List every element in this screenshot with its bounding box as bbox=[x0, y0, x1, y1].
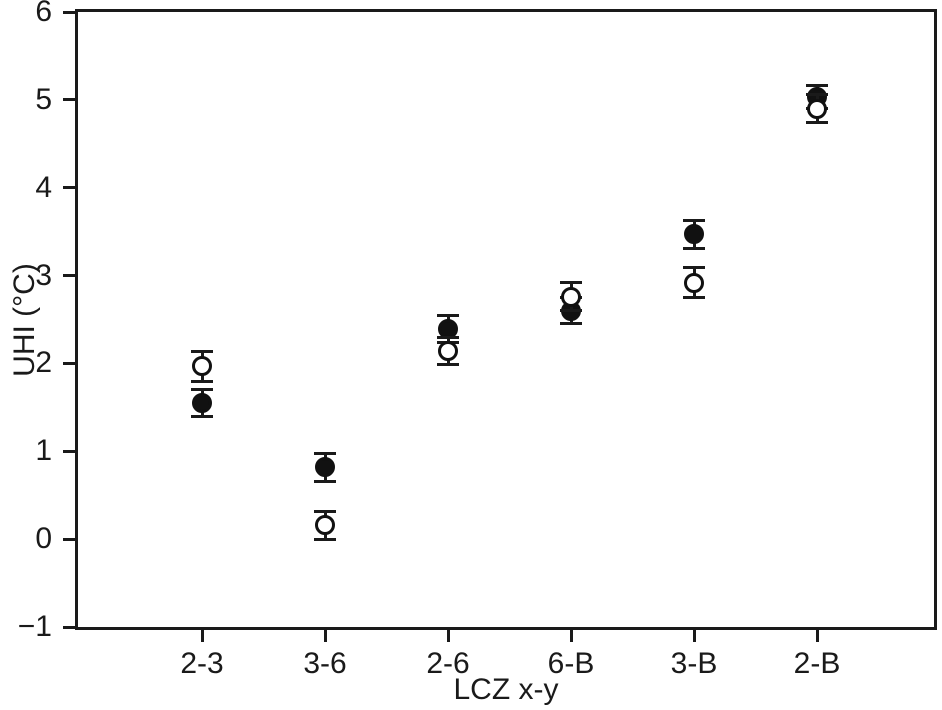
y-tick-1 bbox=[63, 449, 76, 453]
y-axis-label: UHI (°C) bbox=[8, 263, 41, 377]
x-tick-6-B bbox=[569, 630, 573, 642]
error-cap-top-3-B bbox=[683, 218, 705, 222]
y-tick-2 bbox=[63, 361, 76, 365]
x-tick-2-6 bbox=[446, 630, 450, 642]
error-cap-bottom-3-6 bbox=[314, 537, 336, 541]
y-tick-label-4: 4 bbox=[35, 170, 52, 204]
error-cap-bottom-2-3 bbox=[191, 379, 213, 383]
error-cap-top-2-6 bbox=[437, 314, 459, 318]
data-point-open-circle-2-B bbox=[807, 98, 827, 119]
error-cap-top-2-B bbox=[806, 84, 828, 88]
x-tick-label-3-6: 3-6 bbox=[303, 647, 347, 680]
error-cap-top-2-B bbox=[806, 93, 828, 97]
error-cap-bottom-6-B bbox=[560, 309, 582, 313]
error-cap-bottom-2-6 bbox=[437, 362, 459, 366]
y-tick-label-3: 3 bbox=[35, 258, 52, 292]
data-point-filled-circle-3-B bbox=[684, 224, 704, 245]
error-cap-top-2-3 bbox=[191, 388, 213, 392]
error-cap-top-3-6 bbox=[314, 509, 336, 513]
error-cap-bottom-2-B bbox=[806, 121, 828, 125]
x-tick-label-2-6: 2-6 bbox=[426, 647, 470, 680]
error-cap-top-3-B bbox=[683, 266, 705, 270]
x-tick-label-2-3: 2-3 bbox=[180, 647, 224, 680]
y-tick-label-6: 6 bbox=[35, 0, 52, 28]
error-cap-top-6-B bbox=[560, 281, 582, 285]
data-point-filled-circle-3-6 bbox=[315, 457, 335, 478]
x-tick-label-2-B: 2-B bbox=[793, 647, 841, 680]
data-point-filled-circle-2-3 bbox=[192, 392, 212, 413]
y-tick-3 bbox=[63, 274, 76, 278]
x-tick-3-6 bbox=[323, 630, 327, 642]
error-cap-top-2-6 bbox=[437, 336, 459, 340]
x-tick-3-B bbox=[692, 630, 696, 642]
y-tick-5 bbox=[63, 98, 76, 102]
error-cap-top-3-6 bbox=[314, 451, 336, 455]
y-tick-label-1: 1 bbox=[35, 434, 52, 468]
y-tick--1 bbox=[63, 625, 76, 629]
y-tick-label-5: 5 bbox=[35, 82, 52, 116]
data-point-open-circle-2-6 bbox=[438, 341, 458, 362]
y-tick-6 bbox=[63, 10, 76, 14]
x-tick-2-3 bbox=[200, 630, 204, 642]
data-point-open-circle-3-6 bbox=[315, 515, 335, 536]
error-cap-bottom-3-6 bbox=[314, 479, 336, 483]
error-cap-bottom-3-B bbox=[683, 246, 705, 250]
y-tick-label--1: −1 bbox=[17, 610, 52, 643]
data-point-open-circle-3-B bbox=[684, 272, 704, 293]
y-tick-label-2: 2 bbox=[35, 346, 52, 380]
y-tick-4 bbox=[63, 186, 76, 190]
x-axis-label: LCZ x-y bbox=[453, 673, 559, 706]
plot-area: 6 5 4 3 2 1 0 −1 2-3 3-6 2-6 6-B 3-B 2-B bbox=[18, 0, 937, 680]
error-cap-bottom-3-B bbox=[683, 296, 705, 300]
y-tick-label-0: 0 bbox=[35, 522, 52, 556]
data-point-open-circle-2-3 bbox=[192, 356, 212, 377]
y-tick-0 bbox=[63, 537, 76, 541]
data-point-open-circle-6-B bbox=[561, 286, 581, 307]
error-cap-top-2-3 bbox=[191, 349, 213, 353]
x-tick-label-3-B: 3-B bbox=[670, 647, 718, 680]
x-tick-2-B bbox=[815, 630, 819, 642]
x-tick-label-6-B: 6-B bbox=[547, 647, 595, 680]
error-cap-bottom-2-3 bbox=[191, 414, 213, 418]
error-cap-bottom-6-B bbox=[560, 322, 582, 326]
